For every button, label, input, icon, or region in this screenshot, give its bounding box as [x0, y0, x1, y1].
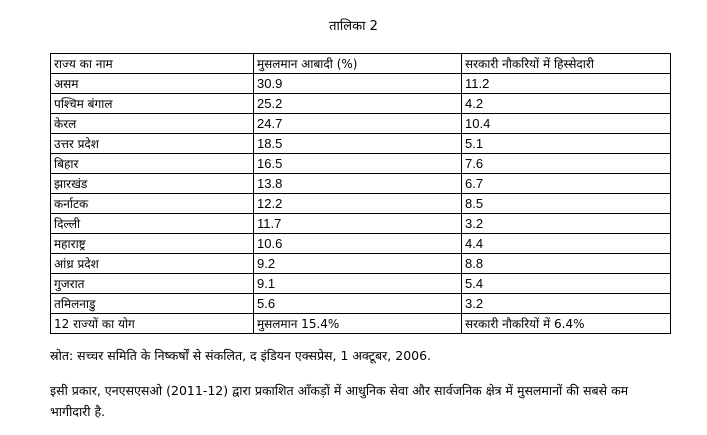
data-table: राज्य का नाम मुसलमान आबादी (%) सरकारी नौ… — [50, 53, 671, 334]
jobs-share-cell: 4.4 — [461, 233, 671, 254]
state-name-cell: झारखंड — [50, 173, 254, 194]
population-cell: 13.8 — [253, 173, 462, 194]
jobs-share-cell: 3.2 — [461, 293, 671, 314]
table-row: दिल्ली 11.7 3.2 — [50, 213, 671, 234]
total-label-cell: 12 राज्यों का योग — [50, 313, 254, 334]
state-name-cell: पश्चिम बंगाल — [50, 93, 254, 114]
state-name-cell: तमिलनाडु — [50, 293, 254, 314]
column-header-state: राज्य का नाम — [50, 53, 254, 74]
source-note: स्रोत: सच्चर समिति के निष्कर्षों से संकल… — [50, 348, 432, 363]
total-population-cell: मुसलमान 15.4% — [253, 313, 462, 334]
jobs-share-cell: 10.4 — [461, 113, 671, 134]
body-paragraph: इसी प्रकार, एनएसएसओ (2011-12) द्वारा प्र… — [50, 383, 629, 419]
population-cell: 25.2 — [253, 93, 462, 114]
jobs-share-cell: 5.1 — [461, 133, 671, 154]
table-row: तमिलनाडु 5.6 3.2 — [50, 293, 671, 314]
population-cell: 11.7 — [253, 213, 462, 234]
table-row: उत्तर प्रदेश 18.5 5.1 — [50, 133, 671, 154]
population-cell: 24.7 — [253, 113, 462, 134]
table-row: महाराष्ट्र 10.6 4.4 — [50, 233, 671, 254]
jobs-share-cell: 7.6 — [461, 153, 671, 174]
table-row: कर्नाटक 12.2 8.5 — [50, 193, 671, 214]
state-name-cell: दिल्ली — [50, 213, 254, 234]
population-cell: 5.6 — [253, 293, 462, 314]
table-row: आंध्र प्रदेश 9.2 8.8 — [50, 253, 671, 274]
jobs-share-cell: 6.7 — [461, 173, 671, 194]
state-name-cell: केरल — [50, 113, 254, 134]
jobs-share-cell: 5.4 — [461, 273, 671, 294]
population-cell: 9.2 — [253, 253, 462, 274]
state-name-cell: आंध्र प्रदेश — [50, 253, 254, 274]
state-name-cell: असम — [50, 73, 254, 94]
state-name-cell: बिहार — [50, 153, 254, 174]
jobs-share-cell: 11.2 — [461, 73, 671, 94]
jobs-share-cell: 8.8 — [461, 253, 671, 274]
table-row: झारखंड 13.8 6.7 — [50, 173, 671, 194]
table-row: गुजरात 9.1 5.4 — [50, 273, 671, 294]
population-cell: 30.9 — [253, 73, 462, 94]
jobs-share-cell: 8.5 — [461, 193, 671, 214]
table-footer-row: 12 राज्यों का योग मुसलमान 15.4% सरकारी न… — [50, 313, 671, 334]
jobs-share-cell: 4.2 — [461, 93, 671, 114]
population-cell: 12.2 — [253, 193, 462, 214]
state-name-cell: उत्तर प्रदेश — [50, 133, 254, 154]
total-jobs-share-cell: सरकारी नौकरियों में 6.4% — [461, 313, 671, 334]
column-header-jobs-share: सरकारी नौकरियों में हिस्सेदारी — [461, 53, 671, 74]
table-caption: तालिका 2 — [329, 19, 378, 34]
table-row: केरल 24.7 10.4 — [50, 113, 671, 134]
population-cell: 9.1 — [253, 273, 462, 294]
table-row: पश्चिम बंगाल 25.2 4.2 — [50, 93, 671, 114]
jobs-share-cell: 3.2 — [461, 213, 671, 234]
state-name-cell: महाराष्ट्र — [50, 233, 254, 254]
state-name-cell: गुजरात — [50, 273, 254, 294]
table-row: बिहार 16.5 7.6 — [50, 153, 671, 174]
population-cell: 10.6 — [253, 233, 462, 254]
state-name-cell: कर्नाटक — [50, 193, 254, 214]
column-header-population: मुसलमान आबादी (%) — [253, 53, 462, 74]
population-cell: 16.5 — [253, 153, 462, 174]
table-header-row: राज्य का नाम मुसलमान आबादी (%) सरकारी नौ… — [50, 53, 671, 74]
population-cell: 18.5 — [253, 133, 462, 154]
table-row: असम 30.9 11.2 — [50, 73, 671, 94]
